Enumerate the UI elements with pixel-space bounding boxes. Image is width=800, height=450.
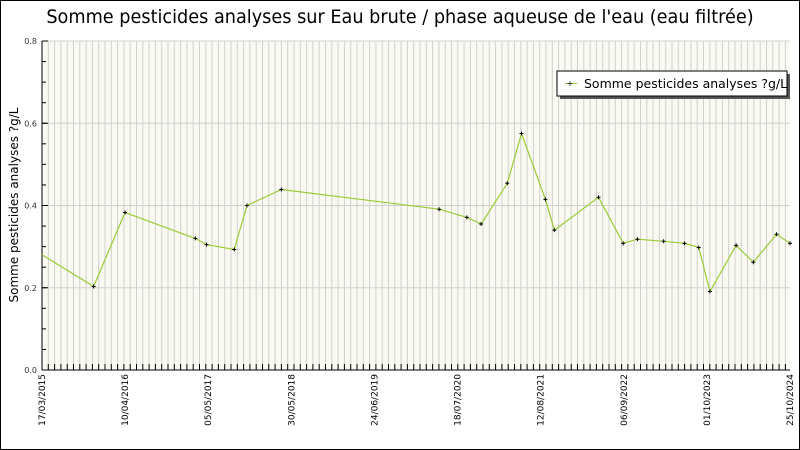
data-point-marker [505, 181, 510, 186]
x-tick-label: 25/10/2024 [786, 374, 796, 426]
data-point-marker [244, 203, 249, 208]
data-point-marker [279, 187, 284, 192]
data-point-marker [788, 241, 792, 246]
data-point-marker [734, 243, 739, 248]
data-point-marker [621, 241, 626, 246]
data-point-marker [661, 239, 666, 244]
y-tick-label: 0.2 [24, 284, 37, 293]
y-tick-label: 0.8 [24, 37, 37, 46]
data-point-marker [707, 289, 712, 294]
data-point-marker [91, 284, 96, 289]
data-point-marker [464, 215, 469, 220]
y-tick-label: 0.0 [24, 366, 37, 375]
data-point-marker [635, 237, 640, 242]
data-series [41, 131, 792, 294]
y-tick-label: 0.4 [24, 202, 37, 211]
data-point-marker [543, 197, 548, 202]
x-tick-label: 06/09/2022 [620, 374, 630, 426]
legend-marker-icon: + [567, 79, 574, 88]
data-point-marker [696, 245, 701, 250]
data-point-marker [682, 241, 687, 246]
legend-box [556, 70, 788, 97]
x-tick-label: 30/05/2018 [287, 374, 297, 426]
data-point-marker [204, 242, 209, 247]
x-axis-ticks: 17/03/2015 10/04/2016 05/05/2017 30/05/2018… [38, 364, 796, 426]
data-point-marker [193, 236, 198, 241]
data-point-marker [123, 210, 128, 215]
x-tick-label: 05/05/2017 [204, 374, 214, 426]
x-tick-label: 18/07/2020 [454, 374, 464, 426]
legend-label: Somme pesticides analyses ?g/L [584, 76, 787, 91]
data-point-marker [437, 207, 442, 212]
data-point-marker [479, 222, 484, 227]
data-point-marker [751, 260, 756, 265]
y-tick-label: 0.6 [24, 119, 37, 128]
data-point-marker [596, 195, 601, 200]
x-tick-label: 10/04/2016 [121, 374, 131, 426]
x-tick-label: 12/08/2021 [537, 374, 547, 426]
x-tick-label: 01/10/2023 [703, 374, 713, 426]
data-point-marker [519, 131, 524, 136]
chart-title: Somme pesticides analyses sur Eau brute … [46, 6, 754, 28]
legend: + Somme pesticides analyses ?g/L [556, 70, 790, 99]
x-tick-label: 17/03/2015 [38, 374, 48, 426]
y-axis-ticks: 0.0 0.2 0.4 0.6 0.8 [24, 37, 48, 375]
data-point-marker [552, 228, 557, 233]
data-point-marker [232, 247, 237, 252]
data-point-marker [774, 232, 779, 237]
series-line [41, 131, 791, 294]
x-tick-label: 24/06/2019 [370, 374, 380, 426]
